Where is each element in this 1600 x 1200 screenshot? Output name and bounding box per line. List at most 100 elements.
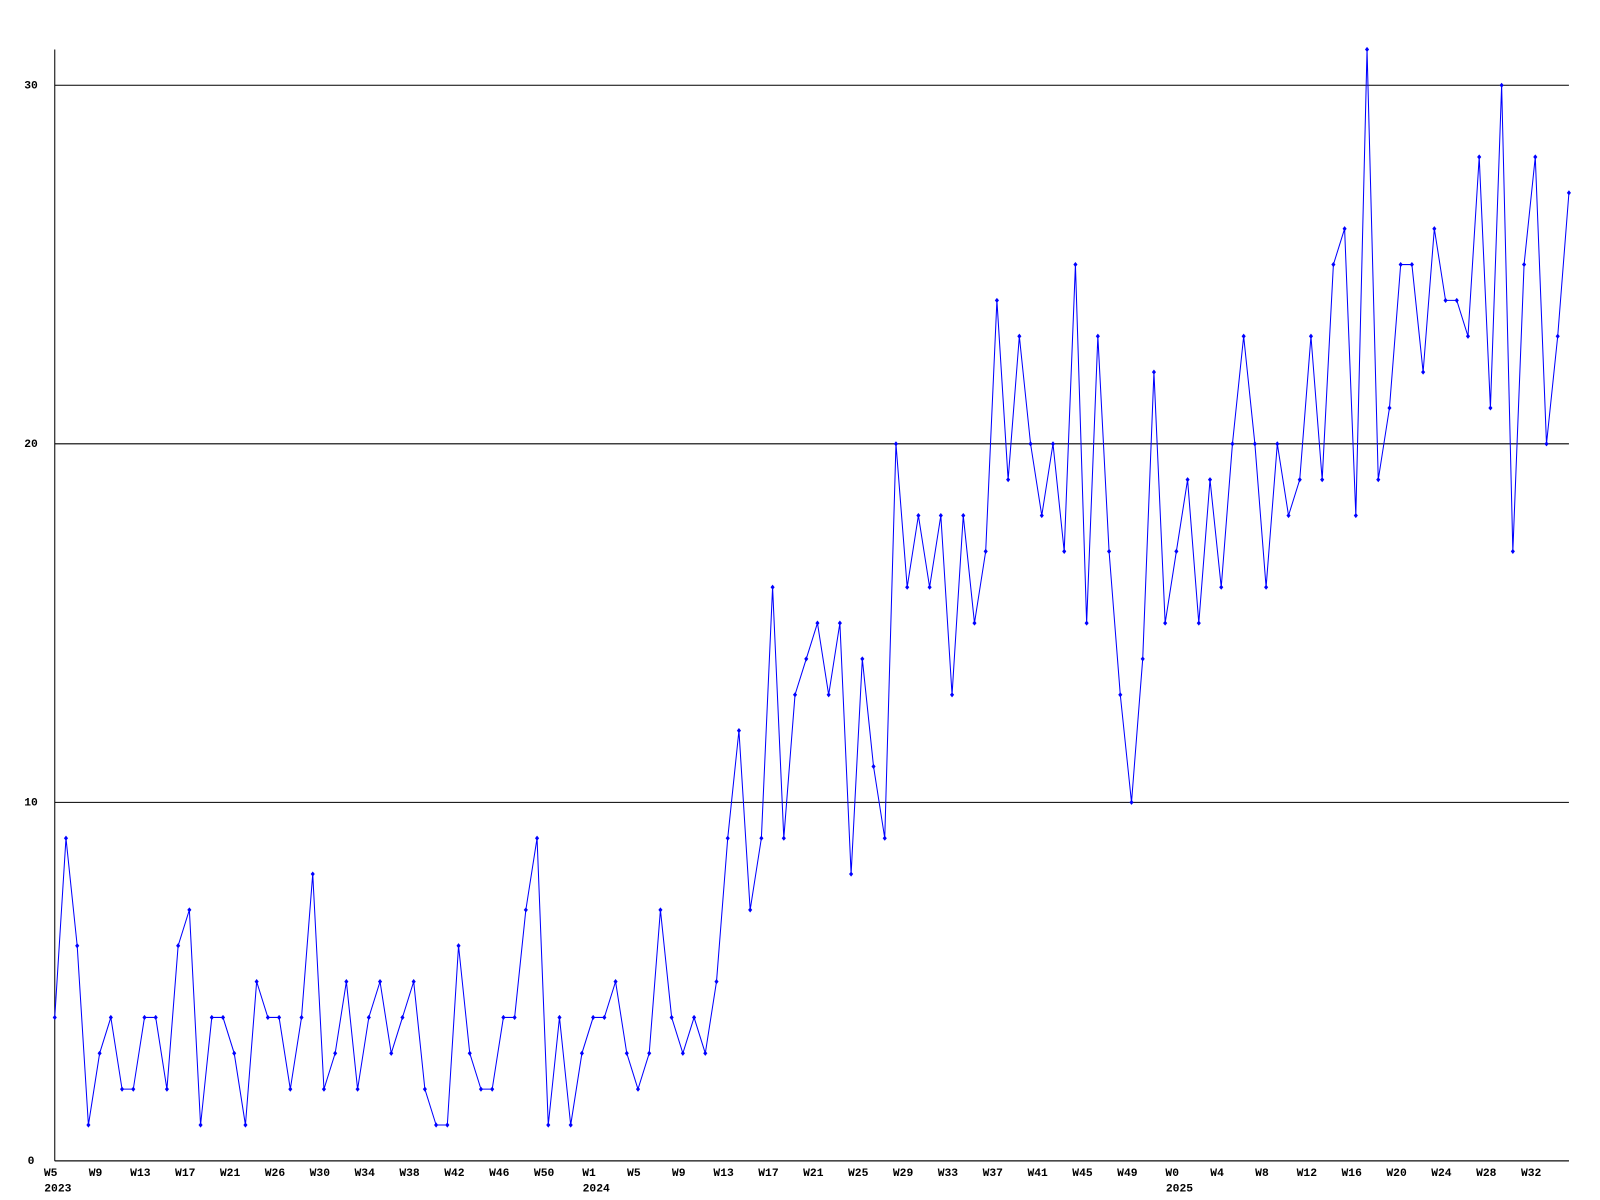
data-point xyxy=(1084,620,1089,626)
data-point xyxy=(1039,512,1044,519)
data-point xyxy=(1073,261,1078,268)
data-point xyxy=(1230,441,1235,447)
x-tick-label: W13 xyxy=(130,1168,151,1180)
data-point xyxy=(1118,692,1123,698)
data-point xyxy=(658,907,663,913)
data-point xyxy=(164,1086,169,1092)
data-point xyxy=(1107,548,1112,554)
data-point xyxy=(1196,620,1201,626)
data-point xyxy=(422,1086,427,1092)
data-point xyxy=(1364,46,1370,53)
data-point xyxy=(389,1050,394,1056)
data-point xyxy=(198,1122,203,1128)
x-tick-label: W49 xyxy=(1117,1168,1138,1180)
data-point xyxy=(1409,261,1414,268)
data-point xyxy=(770,584,775,590)
data-point xyxy=(120,1086,125,1092)
data-point xyxy=(804,656,809,662)
data-point xyxy=(714,979,719,985)
data-point xyxy=(703,1050,708,1056)
data-point xyxy=(1443,297,1448,303)
x-tick-label: W28 xyxy=(1476,1168,1497,1180)
data-point xyxy=(1264,584,1269,590)
y-tick-label: 30 xyxy=(24,80,38,92)
data-point xyxy=(882,835,887,841)
data-point xyxy=(1320,477,1325,483)
data-point xyxy=(680,1050,685,1056)
data-point xyxy=(1398,261,1403,268)
data-point xyxy=(1544,441,1549,447)
x-tick-label: W17 xyxy=(175,1168,196,1180)
data-point xyxy=(1062,548,1067,554)
data-point xyxy=(1286,512,1291,519)
data-point xyxy=(265,1014,270,1021)
x-tick-label: W9 xyxy=(672,1168,686,1180)
data-point xyxy=(613,979,618,985)
data-point xyxy=(355,1086,360,1092)
data-point xyxy=(1017,333,1022,339)
data-point xyxy=(647,1050,652,1056)
data-point xyxy=(131,1086,136,1092)
data-point xyxy=(52,1014,57,1021)
data-line xyxy=(54,49,1570,1126)
data-point xyxy=(333,1050,338,1056)
data-point xyxy=(736,728,742,734)
data-point xyxy=(748,907,753,913)
data-point xyxy=(75,943,80,949)
data-point xyxy=(1353,512,1358,519)
data-point xyxy=(523,907,528,913)
data-point xyxy=(1342,226,1347,232)
data-point xyxy=(1095,333,1100,339)
x-tick-label: W25 xyxy=(848,1168,869,1180)
data-point xyxy=(602,1014,607,1021)
data-point xyxy=(624,1050,629,1056)
data-point xyxy=(591,1014,596,1021)
x-tick-label: W24 xyxy=(1431,1168,1452,1180)
data-point xyxy=(288,1086,293,1092)
data-point xyxy=(1566,190,1571,196)
data-point xyxy=(826,692,831,698)
data-point xyxy=(849,871,854,877)
data-point xyxy=(490,1086,495,1092)
x-tick-label: W45 xyxy=(1072,1168,1093,1180)
data-point xyxy=(546,1122,551,1128)
data-point xyxy=(86,1122,91,1128)
data-point xyxy=(1207,477,1213,483)
data-point xyxy=(1432,226,1437,232)
data-point xyxy=(209,1014,214,1021)
data-point xyxy=(961,512,966,519)
x-tick-label: W21 xyxy=(803,1168,824,1180)
data-point xyxy=(377,979,383,985)
x-group-label: 2023 xyxy=(44,1184,71,1196)
data-point xyxy=(411,979,416,985)
data-point xyxy=(232,1050,237,1056)
data-point xyxy=(1331,261,1336,268)
x-tick-label: W9 xyxy=(89,1168,103,1180)
data-point xyxy=(949,692,955,698)
data-point xyxy=(635,1086,641,1092)
data-point xyxy=(669,1014,674,1021)
y-tick-label: 0 xyxy=(28,1156,35,1168)
x-tick-label: W33 xyxy=(938,1168,959,1180)
data-point xyxy=(759,835,764,841)
data-point xyxy=(187,907,192,913)
x-tick-label: W12 xyxy=(1297,1168,1318,1180)
x-tick-label: W37 xyxy=(983,1168,1004,1180)
data-point xyxy=(994,297,999,303)
data-point xyxy=(1376,477,1381,483)
data-point xyxy=(1533,154,1538,160)
x-tick-label: W17 xyxy=(758,1168,779,1180)
y-tick-label: 20 xyxy=(24,439,38,451)
data-point xyxy=(1163,620,1168,626)
data-point xyxy=(534,835,540,841)
data-point xyxy=(512,1014,517,1021)
x-tick-label: W20 xyxy=(1386,1168,1407,1180)
x-group-label: 2024 xyxy=(583,1184,610,1196)
x-tick-label: W1 xyxy=(582,1168,596,1180)
data-point xyxy=(557,1014,562,1021)
data-point xyxy=(445,1122,450,1128)
data-point xyxy=(478,1086,484,1092)
data-point xyxy=(299,1014,304,1021)
data-point xyxy=(692,1014,697,1021)
data-point xyxy=(792,692,798,698)
